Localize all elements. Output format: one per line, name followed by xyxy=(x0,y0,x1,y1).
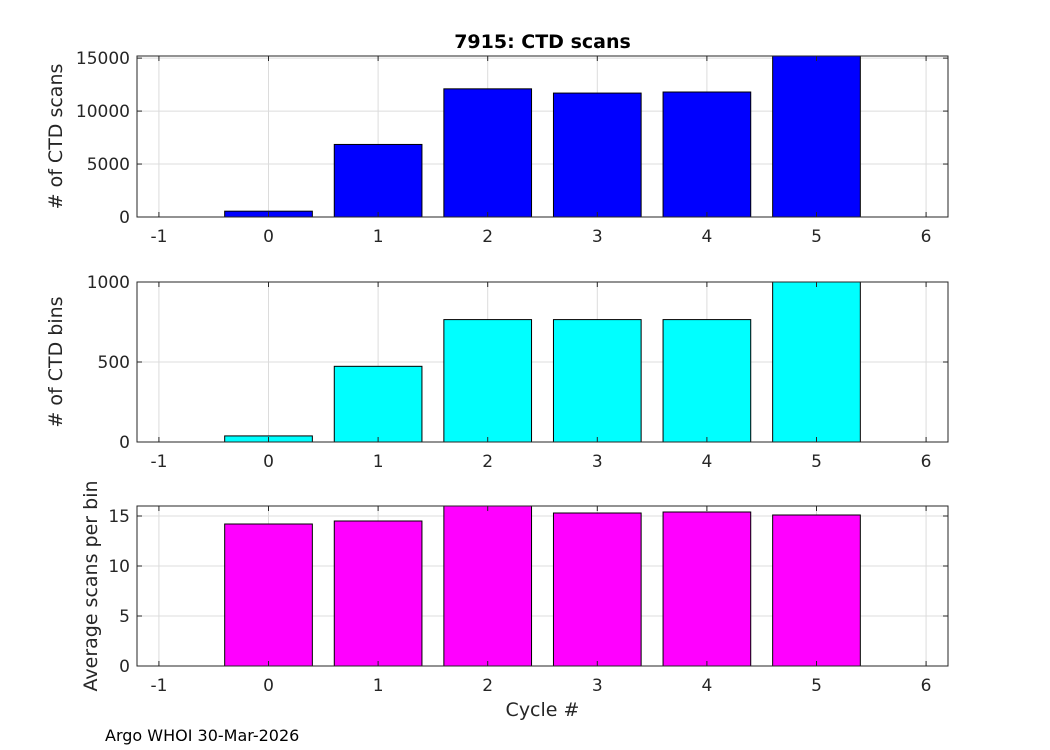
bar-cycle-5 xyxy=(772,281,861,443)
y-tick-label: 1000 xyxy=(87,273,130,293)
bar-cycle-3 xyxy=(552,512,642,667)
bar-cycle-5 xyxy=(772,55,861,218)
x-tick-label: 4 xyxy=(701,452,712,472)
panel-ctd-scans: -1 0 1 2 3 4 5 6 0 5000 10000 15000 # of CTD scans 79… xyxy=(45,31,949,247)
x-tick-label: 1 xyxy=(373,676,384,696)
x-tick-label: 2 xyxy=(482,676,493,696)
bar-cycle-4 xyxy=(662,511,752,667)
x-tick-label: 6 xyxy=(921,452,932,472)
x-tick-label: 4 xyxy=(701,676,712,696)
x-tick-label: 6 xyxy=(921,676,932,696)
x-tick-label: 6 xyxy=(921,227,932,247)
bar-cycle-5 xyxy=(772,514,861,667)
bar-cycle-3 xyxy=(552,319,642,443)
bar-cycle-1 xyxy=(333,143,423,218)
bar-cycle-4 xyxy=(662,91,752,218)
y-axis-label: Average scans per bin xyxy=(80,480,102,691)
y-axis-label: # of CTD bins xyxy=(45,296,67,427)
x-tick-label: 1 xyxy=(373,227,384,247)
x-tick-label: 5 xyxy=(811,227,822,247)
x-tick-label: -1 xyxy=(150,227,167,247)
x-tick-label: -1 xyxy=(150,676,167,696)
y-tick-label: 15 xyxy=(108,507,130,527)
x-tick-label: 4 xyxy=(701,227,712,247)
chart-title: 7915: CTD scans xyxy=(454,31,631,53)
panel-avg-scans-per-bin: -1 0 1 2 3 4 5 6 0 5 10 15 Average scans per bin Cycl… xyxy=(80,480,949,721)
bar-cycle-1 xyxy=(333,365,423,443)
x-tick-label: 2 xyxy=(482,452,493,472)
y-tick-label: 5000 xyxy=(87,155,130,175)
bar-cycle-2 xyxy=(443,319,533,443)
y-tick-label: 500 xyxy=(98,353,130,373)
x-tick-label: 0 xyxy=(263,676,274,696)
y-tick-label: 0 xyxy=(119,433,130,453)
bar-cycle-1 xyxy=(333,520,423,667)
y-tick-label: 5 xyxy=(119,607,130,627)
bar-cycle-3 xyxy=(552,92,642,218)
y-tick-label: 10000 xyxy=(76,102,130,122)
panel-ctd-bins: -1 0 1 2 3 4 5 6 0 500 1000 # of CTD bins xyxy=(45,273,949,472)
bar-cycle-2 xyxy=(443,88,533,218)
x-tick-label: 0 xyxy=(263,452,274,472)
y-axis-label: # of CTD scans xyxy=(45,64,67,210)
y-tick-label: 15000 xyxy=(76,49,130,69)
x-axis-label: Cycle # xyxy=(506,699,580,721)
bar-cycle-2 xyxy=(443,505,533,667)
x-tick-label: 5 xyxy=(811,452,822,472)
y-tick-label: 10 xyxy=(108,557,130,577)
footer-label: Argo WHOI 30-Mar-2026 xyxy=(105,726,299,745)
x-tick-label: 2 xyxy=(482,227,493,247)
x-tick-label: 1 xyxy=(373,452,384,472)
y-tick-label: 0 xyxy=(119,208,130,228)
x-tick-label: 0 xyxy=(263,227,274,247)
axes-box xyxy=(136,55,949,218)
x-tick-label: -1 xyxy=(150,452,167,472)
x-tick-label: 5 xyxy=(811,676,822,696)
x-tick-label: 3 xyxy=(592,227,603,247)
y-tick-label: 0 xyxy=(119,657,130,677)
x-tick-label: 3 xyxy=(592,676,603,696)
x-tick-label: 3 xyxy=(592,452,603,472)
bar-cycle-0 xyxy=(224,523,313,667)
axes-box xyxy=(136,505,949,667)
bar-cycle-4 xyxy=(662,319,752,443)
